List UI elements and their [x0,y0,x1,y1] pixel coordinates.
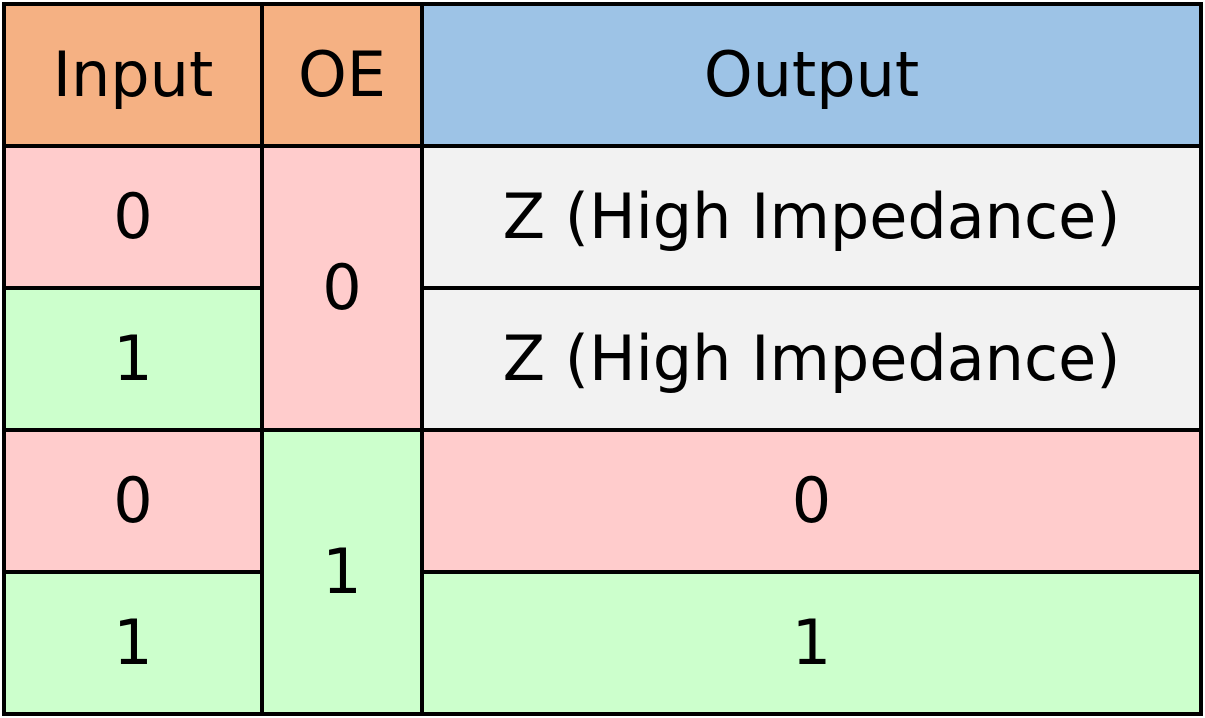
header-output: Output [422,4,1201,146]
header-oe: OE [262,4,422,146]
input-cell-row-1: 0 [4,146,262,288]
divider-group [2,428,1203,432]
border-bottom [2,712,1203,716]
input-cell-row-3: 0 [4,430,262,572]
divider-row-3-4-output [420,570,1203,574]
output-cell-row-3: 0 [422,430,1201,572]
oe-cell-group-1: 0 [262,146,422,430]
header-input: Input [4,4,262,146]
divider-input-oe [260,2,264,716]
border-top [2,2,1203,6]
divider-row-1-2-input [2,286,262,290]
border-left [2,2,6,716]
input-cell-row-2: 1 [4,288,262,430]
output-cell-row-2: Z (High Impedance) [422,288,1201,430]
divider-row-1-2-output [420,286,1203,290]
divider-header [2,144,1203,148]
divider-oe-output [420,2,424,716]
output-cell-row-1: Z (High Impedance) [422,146,1201,288]
oe-cell-group-2: 1 [262,430,422,714]
input-cell-row-4: 1 [4,572,262,714]
divider-row-3-4-input [2,570,262,574]
border-right [1199,2,1203,716]
output-cell-row-4: 1 [422,572,1201,714]
